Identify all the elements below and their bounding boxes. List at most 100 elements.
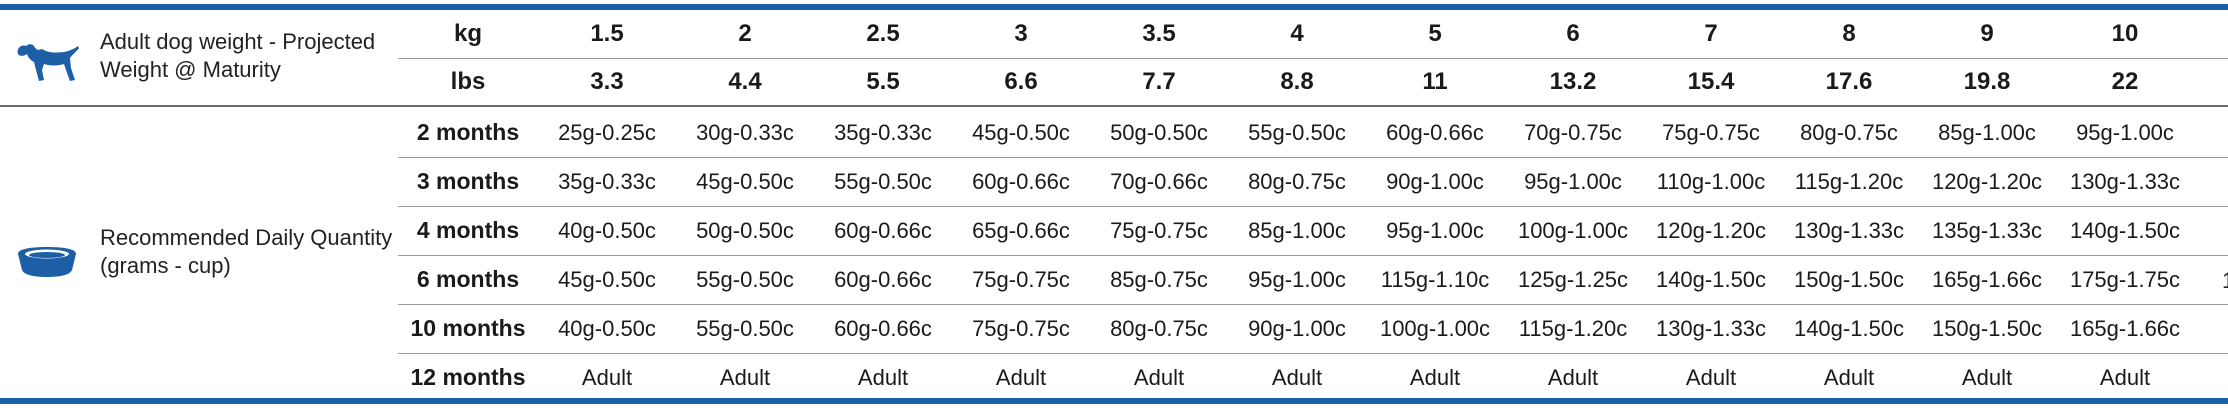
table-cell: 50g-0.50c — [1110, 119, 1208, 145]
table-row: 2 months 25g-0.25c 30g-0.33c 35g-0.33c 4… — [398, 108, 2194, 157]
table-cell: 35g-0.33c — [558, 168, 656, 194]
lbs-value: 8.8 — [1280, 68, 1314, 95]
table-cell: 100g-1.00c — [1517, 217, 1629, 243]
lbs-value: 17.6 — [1825, 68, 1873, 95]
table-cell: 75g-0.75c — [972, 315, 1070, 341]
table-cell: 35g-0.33c — [834, 119, 932, 145]
table-cell: 50g-0.50c — [696, 217, 794, 243]
kg-value: 8 — [1842, 20, 1856, 47]
table-cell: Adult — [1409, 364, 1461, 390]
table-row: 6 months 45g-0.50c 55g-0.50c 60g-0.66c 7… — [398, 255, 2194, 304]
table-cell: 150g-1.50c — [1793, 266, 1905, 292]
table-cell: 40g-0.50c — [558, 315, 656, 341]
kg-value: 7 — [1704, 20, 1718, 47]
table-cell: 85g-1.00c — [1938, 119, 2036, 145]
table-cell: 135g-1.33c — [1931, 217, 2043, 243]
table-cell: 150g-1.50c — [1931, 315, 2043, 341]
weight-header-rows: kg 1.5 2 2.5 3 3.5 4 5 6 7 8 9 10 lbs 3.… — [398, 10, 2194, 108]
table-cell: 95g-1.00c — [1248, 266, 1346, 292]
kg-label: kg — [453, 20, 482, 47]
dog-silhouette-icon — [17, 44, 79, 81]
table-cell: 60g-0.66c — [1386, 119, 1484, 145]
table-cell: 25g-0.25c — [558, 119, 656, 145]
row-divider — [398, 206, 2228, 207]
table-row: 12 months Adult Adult Adult Adult Adult … — [398, 353, 2194, 402]
kg-row: kg 1.5 2 2.5 3 3.5 4 5 6 7 8 9 10 — [398, 10, 2194, 58]
food-bowl-icon — [18, 247, 76, 277]
weight-caption-block: Adult dog weight - Projected Weight @ Ma… — [0, 10, 398, 106]
quantity-caption: Recommended Daily Quantity (grams - cup) — [100, 224, 392, 280]
lbs-value: 15.4 — [1687, 68, 1735, 95]
table-cell: 60g-0.66c — [972, 168, 1070, 194]
table-cell: 100g-1.00c — [1379, 315, 1491, 341]
table-row: 4 months 40g-0.50c 50g-0.50c 60g-0.66c 6… — [398, 206, 2194, 255]
feeding-table: kg 1.5 2 2.5 3 3.5 4 5 6 7 8 9 10 lbs 3.… — [398, 10, 2194, 402]
row-divider — [398, 58, 2228, 59]
table-cell: Adult — [719, 364, 771, 390]
lbs-value: 3.3 — [590, 68, 624, 95]
table-cell: Adult — [1685, 364, 1737, 390]
lbs-value: 4.4 — [728, 68, 762, 95]
table-cell: Adult — [581, 364, 633, 390]
weight-caption-line1: Adult dog weight - Projected — [100, 29, 376, 54]
table-cell: 30g-0.33c — [696, 119, 794, 145]
table-cell: 140g-1.50c — [2069, 217, 2181, 243]
table-cell: 110g-1.00c — [1656, 168, 1766, 194]
table-cell: Adult — [1547, 364, 1599, 390]
table-cell: Adult — [2099, 364, 2151, 390]
quantity-caption-line1: Recommended Daily Quantity — [100, 225, 393, 250]
weight-caption: Adult dog weight - Projected Weight @ Ma… — [100, 28, 375, 84]
table-cell: 45g-0.50c — [558, 266, 656, 292]
table-cell: 95g-1.00c — [1386, 217, 1484, 243]
table-cell: Adult — [1271, 364, 1323, 390]
table-cell: 90g-1.00c — [1248, 315, 1346, 341]
table-cell: 60g-0.66c — [834, 217, 932, 243]
table-cell: 130g-1.33c — [1793, 217, 1905, 243]
lbs-value: 6.6 — [1004, 68, 1038, 95]
table-cell: 175g-1.75c — [2069, 266, 2181, 292]
table-cell: 70g-0.66c — [1110, 168, 1208, 194]
table-cell: 85g-0.75c — [1110, 266, 1208, 292]
age-label: 3 months — [416, 168, 520, 194]
section-divider — [0, 105, 2228, 107]
kg-value: 1.5 — [590, 20, 624, 47]
lbs-value: 11 — [1422, 68, 1448, 95]
quantity-caption-line2: (grams - cup) — [100, 253, 231, 278]
table-cell: 75g-0.75c — [972, 266, 1070, 292]
table-cell: 60g-0.66c — [834, 266, 932, 292]
age-label: 10 months — [410, 315, 526, 341]
table-cell: Adult — [1133, 364, 1185, 390]
table-row: 10 months 40g-0.50c 55g-0.50c 60g-0.66c … — [398, 304, 2194, 353]
table-cell: 140g-1.50c — [1793, 315, 1905, 341]
lbs-value: 5.5 — [866, 68, 900, 95]
kg-value: 6 — [1566, 20, 1580, 47]
table-cell: 55g-0.50c — [696, 315, 794, 341]
table-cell: 140g-1.50c — [1655, 266, 1767, 292]
top-rule — [0, 4, 2228, 10]
weight-caption-line2: Weight @ Maturity — [100, 57, 281, 82]
table-cell: Adult — [1961, 364, 2013, 390]
age-label: 12 months — [410, 364, 526, 390]
lbs-value: 22 — [2111, 68, 2139, 95]
table-cell: 130g-1.33c — [1655, 315, 1767, 341]
table-cell: 165g-1.66c — [1931, 266, 2043, 292]
table-cell: 80g-0.75c — [1800, 119, 1898, 145]
row-divider — [398, 157, 2228, 158]
kg-value: 4 — [1290, 20, 1304, 47]
table-cell: 40g-0.50c — [558, 217, 656, 243]
kg-value: 3.5 — [1142, 20, 1176, 47]
table-cell: 55g-0.50c — [696, 266, 794, 292]
table-cell: 165g-1.66c — [2069, 315, 2181, 341]
row-divider — [398, 353, 2228, 354]
row-divider — [398, 255, 2228, 256]
table-cell: 65g-0.66c — [972, 217, 1070, 243]
table-cell: 60g-0.66c — [834, 315, 932, 341]
table-cell: 125g-1.25c — [1517, 266, 1629, 292]
table-cell: 55g-0.50c — [834, 168, 932, 194]
row-divider — [398, 304, 2228, 305]
table-cell: 95g-1.00c — [2076, 119, 2174, 145]
lbs-value: 7.7 — [1142, 68, 1176, 95]
bottom-rule — [0, 398, 2228, 404]
table-cell: 95g-1.00c — [1524, 168, 1622, 194]
table-cell: 75g-0.75c — [1110, 217, 1208, 243]
